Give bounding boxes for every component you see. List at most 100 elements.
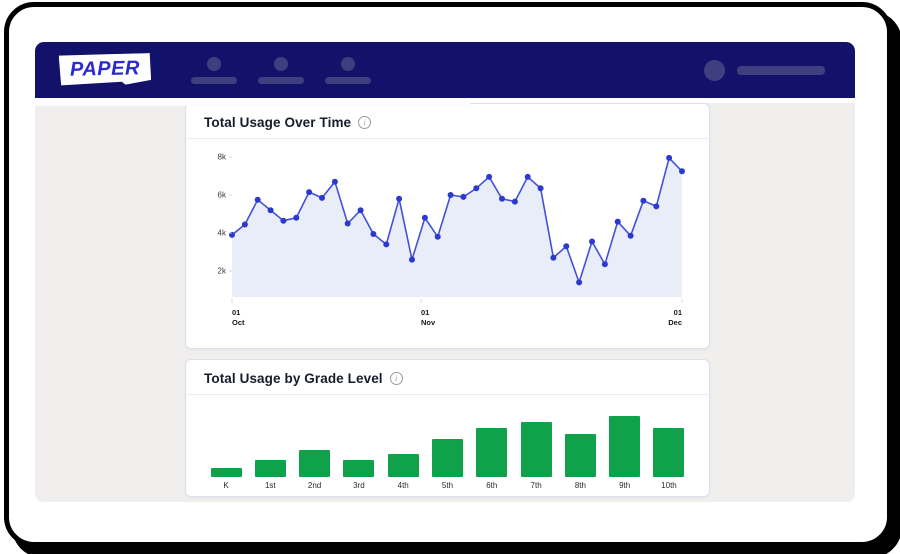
bar-rect[interactable] <box>254 459 286 477</box>
bar-category-label: 5th <box>441 481 454 490</box>
y-axis-tick-label: 2k <box>218 267 227 276</box>
data-point[interactable] <box>306 189 313 196</box>
navbar-underline <box>35 101 470 106</box>
data-point[interactable] <box>473 185 480 192</box>
app-window: PAPER <box>35 42 855 502</box>
nav-label-placeholder <box>190 76 237 84</box>
user-name-placeholder <box>737 65 825 75</box>
card-title: Total Usage Over Time <box>204 115 352 130</box>
nav-avatar-icon <box>273 56 288 71</box>
bar-category-label: 9th <box>619 481 631 490</box>
bar-k[interactable] <box>206 415 246 477</box>
bar-3rd[interactable] <box>339 415 379 477</box>
data-point[interactable] <box>499 195 505 202</box>
nav-avatar-icon <box>340 56 355 71</box>
data-point[interactable] <box>563 243 570 250</box>
bar-rect[interactable] <box>609 416 641 477</box>
bar-6th[interactable] <box>472 415 512 477</box>
bar-rect[interactable] <box>476 428 508 477</box>
card-divider <box>186 394 709 395</box>
bar-category-label: 7th <box>530 481 542 490</box>
data-point[interactable] <box>331 178 338 185</box>
usage-line-chart: 8k 6k 4k 2k 01 Oct 01 Nov 01 Dec <box>218 153 685 327</box>
data-point[interactable] <box>576 279 583 286</box>
nav-avatar-icon <box>206 56 221 71</box>
bar-4th[interactable] <box>383 415 423 477</box>
bar-10th[interactable] <box>649 415 689 477</box>
top-navbar: PAPER <box>35 42 855 98</box>
user-profile-menu[interactable] <box>704 59 825 81</box>
x-axis-tick-label: 01 Nov <box>421 308 436 327</box>
data-point[interactable] <box>421 214 428 221</box>
data-point[interactable] <box>460 193 467 200</box>
nav-link-3[interactable] <box>324 56 371 84</box>
data-point[interactable] <box>524 173 531 180</box>
x-axis-tick-label: 01 Dec <box>668 308 682 327</box>
data-point[interactable] <box>267 207 274 214</box>
nav-link-2[interactable] <box>257 56 304 84</box>
x-axis-tick-label: 01 Oct <box>232 308 245 327</box>
nav-label-placeholder <box>324 76 371 84</box>
data-point[interactable] <box>357 207 364 214</box>
card-total-usage-by-grade: Total Usage by Grade Level K 1st 2nd 3rd 4th… <box>185 359 710 497</box>
bar-category-label: 6th <box>486 481 498 490</box>
data-point[interactable] <box>280 217 287 224</box>
data-point[interactable] <box>601 261 608 268</box>
user-avatar-icon <box>704 59 725 81</box>
data-point[interactable] <box>241 221 248 228</box>
bar-9th[interactable] <box>605 415 645 477</box>
bar-category-label: 8th <box>574 481 586 490</box>
data-point[interactable] <box>370 231 377 237</box>
bar-rect[interactable] <box>564 433 596 477</box>
bar-rect[interactable] <box>210 467 242 477</box>
data-point[interactable] <box>447 192 454 198</box>
data-point[interactable] <box>589 238 595 245</box>
data-point[interactable] <box>319 194 325 201</box>
data-point[interactable] <box>614 218 621 225</box>
bar-rect[interactable] <box>520 422 552 477</box>
data-point[interactable] <box>627 232 634 239</box>
data-point[interactable] <box>293 214 300 221</box>
data-point[interactable] <box>537 185 544 192</box>
bar-5th[interactable] <box>427 415 467 477</box>
device-frame: PAPER <box>4 2 892 547</box>
data-point[interactable] <box>679 168 685 175</box>
data-point[interactable] <box>434 233 441 240</box>
data-point[interactable] <box>486 173 493 180</box>
bar-rect[interactable] <box>387 454 419 477</box>
y-axis-tick-label: 6k <box>218 191 227 200</box>
bar-7th[interactable] <box>516 415 556 477</box>
bar-1st[interactable] <box>250 415 290 477</box>
nav-link-1[interactable] <box>190 56 237 84</box>
bar-category-label: 1st <box>264 481 276 490</box>
bar-category-label: 2nd <box>307 481 322 490</box>
bar-category-label: 10th <box>661 481 677 490</box>
bar-rect[interactable] <box>431 439 463 477</box>
nav-label-placeholder <box>257 76 304 84</box>
bar-rect[interactable] <box>299 449 331 477</box>
data-point[interactable] <box>550 254 557 261</box>
data-point[interactable] <box>511 198 518 205</box>
data-point[interactable] <box>344 220 351 227</box>
data-point[interactable] <box>653 203 660 210</box>
info-icon[interactable] <box>358 116 372 129</box>
info-icon[interactable] <box>389 372 403 385</box>
data-point[interactable] <box>383 241 390 248</box>
paper-logo[interactable]: PAPER <box>59 53 152 87</box>
grade-bar-chart: K 1st 2nd 3rd 4th 5th 6th 7th 8th 9th 10th <box>202 401 693 492</box>
data-point[interactable] <box>409 256 415 263</box>
bar-8th[interactable] <box>560 415 600 477</box>
nav-links <box>190 56 371 84</box>
y-axis-tick-label: 4k <box>218 229 227 238</box>
data-point[interactable] <box>396 195 403 202</box>
bar-category-label: 3rd <box>353 481 365 490</box>
bar-rect[interactable] <box>343 459 375 477</box>
bar-2nd[interactable] <box>295 415 335 477</box>
data-point[interactable] <box>254 196 261 203</box>
data-point[interactable] <box>640 197 647 204</box>
area-fill <box>232 157 682 297</box>
bar-rect[interactable] <box>653 428 685 477</box>
data-point[interactable] <box>666 154 673 161</box>
